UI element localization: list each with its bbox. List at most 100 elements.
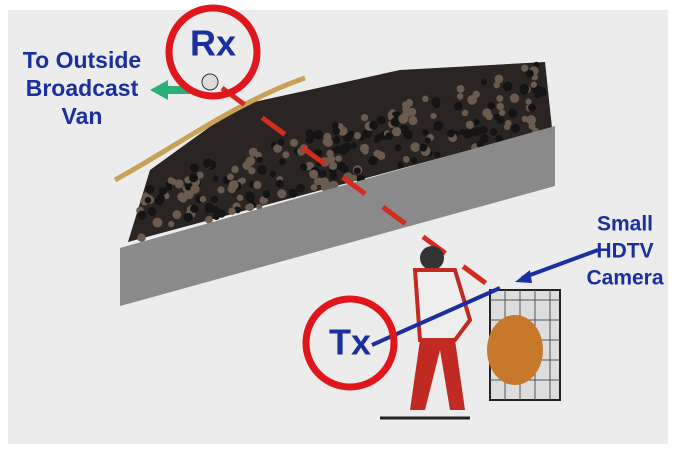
- spectator: [177, 192, 187, 202]
- spectator: [494, 74, 504, 84]
- outside-label: Broadcast: [26, 75, 139, 101]
- spectator: [275, 179, 284, 188]
- spectator: [156, 193, 165, 201]
- spectator: [528, 103, 537, 112]
- spectator: [326, 154, 336, 164]
- spectator: [190, 184, 200, 194]
- spectator: [422, 129, 429, 136]
- spectator: [424, 137, 431, 144]
- spectator: [259, 196, 268, 205]
- spectator: [385, 132, 394, 140]
- spectator: [310, 184, 318, 191]
- spectator: [190, 204, 199, 213]
- spectator: [245, 156, 256, 166]
- spectator: [322, 138, 330, 146]
- spectator: [165, 184, 173, 191]
- spectator: [376, 151, 386, 160]
- spectator: [369, 121, 379, 130]
- spectator: [402, 155, 410, 163]
- spectator: [205, 215, 213, 224]
- outside-label: Van: [62, 103, 103, 129]
- spectator: [227, 173, 234, 181]
- spectator: [534, 92, 541, 99]
- spectator: [183, 212, 193, 222]
- spectator: [211, 195, 218, 203]
- spectator: [519, 86, 529, 95]
- spectator: [493, 113, 501, 121]
- spectator: [305, 129, 314, 138]
- spectator: [332, 136, 341, 144]
- spectator: [245, 193, 256, 203]
- wall: [120, 126, 555, 306]
- spectator: [353, 167, 361, 175]
- spectator: [461, 109, 469, 117]
- spectator: [482, 108, 492, 118]
- spectator: [269, 170, 276, 178]
- spectator: [526, 115, 537, 125]
- spectator: [137, 233, 146, 242]
- spectator: [288, 188, 298, 198]
- spectator: [331, 122, 339, 129]
- spectator: [277, 138, 285, 146]
- spectator: [334, 145, 342, 154]
- goal: [487, 289, 561, 401]
- spectator: [489, 128, 498, 136]
- spectator: [359, 143, 369, 153]
- spectator: [174, 179, 184, 189]
- spectator: [521, 64, 529, 72]
- camera-arrowhead: [515, 270, 532, 283]
- spectator: [279, 158, 286, 165]
- spectator: [498, 109, 506, 116]
- spectator: [273, 144, 283, 153]
- arrow-outside: [150, 80, 190, 100]
- spectator: [277, 189, 287, 199]
- spectator: [390, 117, 400, 127]
- spectator: [360, 113, 369, 122]
- spectator: [335, 155, 342, 162]
- player-legs: [410, 340, 465, 410]
- spectator: [481, 79, 488, 86]
- spectator: [473, 119, 480, 126]
- spectator: [256, 156, 263, 163]
- spectator: [199, 195, 207, 203]
- rx-circle: [165, 4, 261, 100]
- spectator: [473, 126, 483, 136]
- outside-label: To Outside: [23, 47, 141, 73]
- spectator: [248, 167, 256, 175]
- player: [380, 246, 473, 420]
- spectator: [236, 194, 244, 202]
- spectator: [289, 138, 299, 147]
- spectator: [405, 98, 414, 107]
- spectator: [408, 115, 418, 126]
- spectator: [353, 131, 362, 140]
- spectator: [376, 115, 386, 125]
- spectator: [319, 170, 327, 178]
- spectator: [456, 93, 464, 100]
- spectator: [495, 135, 503, 143]
- tx-circle: [302, 295, 398, 391]
- spectator: [299, 163, 308, 171]
- spectator: [296, 183, 306, 193]
- spectator: [530, 81, 538, 88]
- spectator: [521, 115, 529, 123]
- spectator: [212, 175, 219, 182]
- spectator: [262, 190, 271, 199]
- rx-antenna: [201, 73, 219, 91]
- spectator: [487, 101, 496, 110]
- spectator: [309, 169, 319, 179]
- spectator: [189, 163, 199, 173]
- spectator: [493, 81, 500, 89]
- spectator: [350, 142, 358, 149]
- spectator: [374, 136, 381, 144]
- spectator: [217, 186, 225, 194]
- spectator: [337, 126, 348, 136]
- camera-pointer: [521, 248, 599, 280]
- spectator: [137, 210, 147, 220]
- camera-label: HDTV: [596, 240, 653, 263]
- spectator: [456, 84, 465, 93]
- spectator: [282, 151, 290, 159]
- spectator: [231, 165, 239, 174]
- spectator: [362, 129, 373, 139]
